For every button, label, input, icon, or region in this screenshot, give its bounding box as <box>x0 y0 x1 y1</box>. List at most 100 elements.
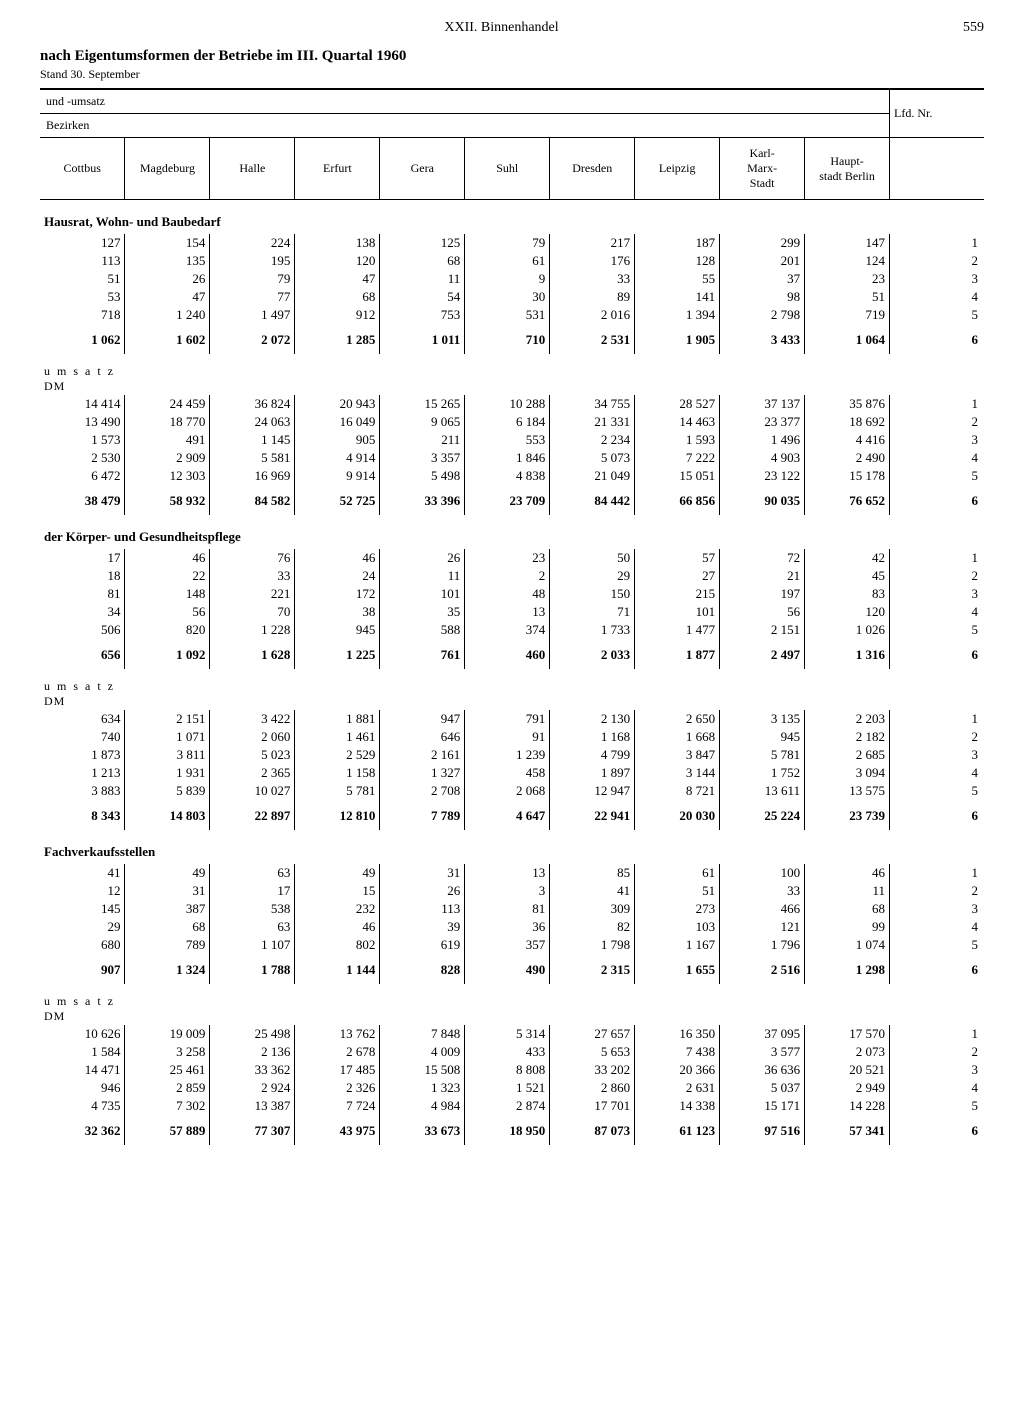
cell: 35 876 <box>805 395 890 413</box>
cell: 17 485 <box>295 1061 380 1079</box>
cell: 26 <box>125 270 210 288</box>
table-row: 11313519512068611761282011242 <box>40 252 984 270</box>
cell: 35 <box>380 603 465 621</box>
cell: 1 074 <box>805 936 890 954</box>
cell: 2 685 <box>805 746 890 764</box>
lfd-cell: 2 <box>890 882 984 900</box>
cell: 47 <box>295 270 380 288</box>
cell: 4 647 <box>465 800 550 830</box>
lfd-cell: 5 <box>890 467 984 485</box>
cell: 11 <box>805 882 890 900</box>
cell: 4 735 <box>40 1097 125 1115</box>
cell: 588 <box>380 621 465 639</box>
cell: 458 <box>465 764 550 782</box>
cell: 1 752 <box>720 764 805 782</box>
table-row: 4149634931138561100461 <box>40 864 984 882</box>
cell: 14 414 <box>40 395 125 413</box>
cell: 2 924 <box>210 1079 295 1097</box>
cell: 33 <box>550 270 635 288</box>
cell: 9 914 <box>295 467 380 485</box>
column-header: Gera <box>380 138 465 200</box>
cell: 1 788 <box>210 954 295 984</box>
cell: 357 <box>465 936 550 954</box>
cell: 176 <box>550 252 635 270</box>
cell: 100 <box>720 864 805 882</box>
cell: 2 033 <box>550 639 635 669</box>
table-row: 14538753823211381309273466683 <box>40 900 984 918</box>
cell: 1 496 <box>720 431 805 449</box>
cell: 68 <box>805 900 890 918</box>
cell: 128 <box>635 252 720 270</box>
cell: 656 <box>40 639 125 669</box>
cell: 12 947 <box>550 782 635 800</box>
table-row: 5347776854308914198514 <box>40 288 984 306</box>
cell: 8 808 <box>465 1061 550 1079</box>
cell: 2 016 <box>550 306 635 324</box>
cell: 232 <box>295 900 380 918</box>
lfd-cell: 2 <box>890 1043 984 1061</box>
section-label: Hausrat, Wohn- und Baubedarf <box>40 200 984 235</box>
column-header: Suhl <box>465 138 550 200</box>
cell: 51 <box>805 288 890 306</box>
table-row: 2 5302 9095 5814 9143 3571 8465 0737 222… <box>40 449 984 467</box>
cell: 46 <box>125 549 210 567</box>
cell: 2 161 <box>380 746 465 764</box>
lfd-cell: 2 <box>890 252 984 270</box>
cell: 13 762 <box>295 1025 380 1043</box>
cell: 8 343 <box>40 800 125 830</box>
cell: 23 <box>465 549 550 567</box>
cell: 1 461 <box>295 728 380 746</box>
cell: 90 035 <box>720 485 805 515</box>
cell: 5 498 <box>380 467 465 485</box>
section-label: Fachverkaufsstellen <box>40 830 984 864</box>
cell: 15 051 <box>635 467 720 485</box>
cell: 101 <box>635 603 720 621</box>
table-row: 8 34314 80322 89712 8107 7894 64722 9412… <box>40 800 984 830</box>
cell: 7 848 <box>380 1025 465 1043</box>
cell: 789 <box>125 936 210 954</box>
cell: 2 530 <box>40 449 125 467</box>
cell: 2 182 <box>805 728 890 746</box>
cell: 7 789 <box>380 800 465 830</box>
cell: 309 <box>550 900 635 918</box>
cell: 2 631 <box>635 1079 720 1097</box>
cell: 1 521 <box>465 1079 550 1097</box>
table-row: 18223324112292721452 <box>40 567 984 585</box>
cell: 6 184 <box>465 413 550 431</box>
cell: 17 701 <box>550 1097 635 1115</box>
cell: 54 <box>380 288 465 306</box>
cell: 79 <box>210 270 295 288</box>
lfd-cell: 1 <box>890 864 984 882</box>
cell: 89 <box>550 288 635 306</box>
cell: 634 <box>40 710 125 728</box>
column-header: Halle <box>210 138 295 200</box>
cell: 141 <box>635 288 720 306</box>
column-header: Erfurt <box>295 138 380 200</box>
cell: 719 <box>805 306 890 324</box>
cell: 2 874 <box>465 1097 550 1115</box>
cell: 172 <box>295 585 380 603</box>
cell: 24 459 <box>125 395 210 413</box>
cell: 25 461 <box>125 1061 210 1079</box>
table-row: 51267947119335537233 <box>40 270 984 288</box>
table-row: 6 47212 30316 9699 9145 4984 83821 04915… <box>40 467 984 485</box>
cell: 52 725 <box>295 485 380 515</box>
cell: 3 811 <box>125 746 210 764</box>
lfd-cell: 2 <box>890 567 984 585</box>
cell: 1 733 <box>550 621 635 639</box>
column-header: Dresden <box>550 138 635 200</box>
cell: 32 362 <box>40 1115 125 1145</box>
cell: 148 <box>125 585 210 603</box>
cell: 2 490 <box>805 449 890 467</box>
cell: 11 <box>380 270 465 288</box>
cell: 125 <box>380 234 465 252</box>
cell: 201 <box>720 252 805 270</box>
cell: 3 144 <box>635 764 720 782</box>
cell: 33 <box>210 567 295 585</box>
cell: 57 341 <box>805 1115 890 1145</box>
table-row: 3 8835 83910 0275 7812 7082 06812 9478 7… <box>40 782 984 800</box>
cell: 9 <box>465 270 550 288</box>
cell: 1 846 <box>465 449 550 467</box>
cell: 20 030 <box>635 800 720 830</box>
lfd-cell: 1 <box>890 1025 984 1043</box>
